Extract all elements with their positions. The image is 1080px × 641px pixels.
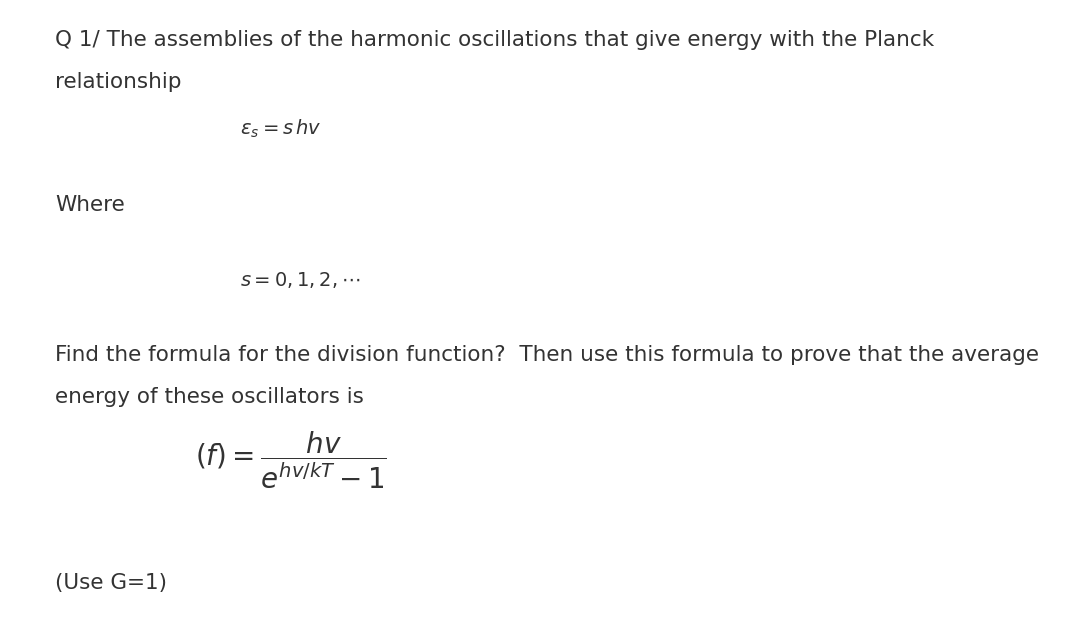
Text: Q 1/ The assemblies of the harmonic oscillations that give energy with the Planc: Q 1/ The assemblies of the harmonic osci… xyxy=(55,30,934,50)
Text: $s = 0, 1, 2, \cdots$: $s = 0, 1, 2, \cdots$ xyxy=(240,270,361,290)
Text: (Use G=1): (Use G=1) xyxy=(55,573,167,593)
Text: energy of these oscillators is: energy of these oscillators is xyxy=(55,387,364,407)
Text: Find the formula for the division function?  Then use this formula to prove that: Find the formula for the division functi… xyxy=(55,345,1039,365)
Text: Where: Where xyxy=(55,195,125,215)
Text: $\mathit{\varepsilon}_s = s\, hv$: $\mathit{\varepsilon}_s = s\, hv$ xyxy=(240,118,322,140)
Text: relationship: relationship xyxy=(55,72,181,92)
Text: $(\mathit{f}) = \dfrac{hv}{e^{hv/kT} - 1}$: $(\mathit{f}) = \dfrac{hv}{e^{hv/kT} - 1… xyxy=(195,430,387,491)
